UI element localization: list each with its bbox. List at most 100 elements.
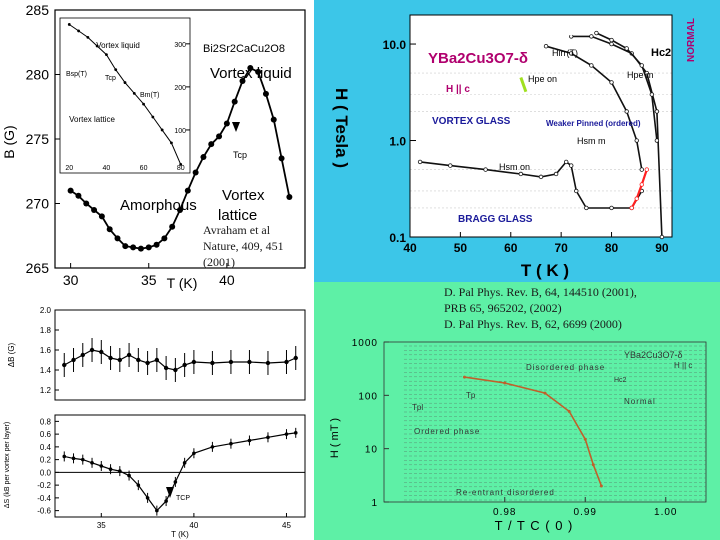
reference-line: D. Pal Phys. Rev. B, 64, 144510 (2001), xyxy=(444,285,637,299)
bscco-db-chart: 1.2 1.4 1.6 1.8 2.0 ΔB (G) xyxy=(7,306,306,401)
data-point xyxy=(629,205,634,211)
annotation-vortex-glass: VORTEX GLASS xyxy=(432,116,511,127)
data-point xyxy=(574,188,579,194)
plot-frame xyxy=(54,414,306,518)
data-point xyxy=(71,357,76,363)
annotation-lattice: lattice xyxy=(218,207,257,224)
ybco-htc-chart: 1 10 100 1000 0.98 0.99 1.00 H ( mT ) T / T C… xyxy=(329,338,707,533)
data-point xyxy=(136,357,141,363)
data-point xyxy=(99,349,104,355)
highlight-segment-green xyxy=(519,77,528,93)
data-point xyxy=(106,226,113,233)
data-point xyxy=(563,159,569,165)
bscco-bfield-chart: 265 270 275 280 285 30 35 40 B (G) T (K) 100 20… xyxy=(1,2,306,291)
annotation-hsm-on: Hsm on xyxy=(499,162,530,172)
annotation-tpl: Tpl xyxy=(412,403,423,412)
data-point xyxy=(265,360,271,366)
reference-line: PRB 65, 965202, (2002) xyxy=(444,301,562,315)
inset-data-point xyxy=(170,141,173,145)
inset-data-point xyxy=(114,68,118,72)
data-line xyxy=(464,376,603,487)
y-tick-label: -0.6 xyxy=(37,507,51,516)
data-point xyxy=(639,63,644,68)
x-tick-label: 45 xyxy=(282,521,291,530)
annotation-hpe-on: Hpe on xyxy=(528,74,557,84)
data-point xyxy=(184,187,191,194)
y-tick-label: 0.4 xyxy=(40,443,52,452)
data-point xyxy=(228,359,234,365)
data-point xyxy=(659,234,665,240)
data-point xyxy=(589,34,594,39)
inset-x-tick-label: 80 xyxy=(177,165,185,172)
data-point xyxy=(210,445,215,449)
data-point xyxy=(594,30,599,36)
data-point xyxy=(130,244,137,251)
data-point xyxy=(591,463,595,467)
data-point xyxy=(247,438,252,443)
x-tick-label: 60 xyxy=(504,241,518,255)
data-point xyxy=(137,245,144,252)
data-point xyxy=(164,499,168,503)
reference-line: Avraham et al xyxy=(203,223,271,237)
x-axis-label: T ( K ) xyxy=(521,261,569,280)
data-point xyxy=(639,182,644,187)
data-point xyxy=(98,213,105,220)
data-point xyxy=(210,360,215,366)
data-point xyxy=(634,196,639,201)
x-tick-label: 1.00 xyxy=(654,507,677,518)
annotation-ordered-phase: Ordered phase xyxy=(414,427,480,436)
y-tick-label: 1.4 xyxy=(40,366,52,375)
data-point xyxy=(609,205,614,211)
data-point xyxy=(584,205,589,211)
inset-x-tick-label: 20 xyxy=(65,165,73,172)
data-point xyxy=(583,437,587,441)
reference-line: Nature, 409, 451 xyxy=(203,239,284,253)
annotation-normal: NORMAL xyxy=(686,18,697,62)
data-point xyxy=(136,483,141,487)
inset-x-tick-label: 60 xyxy=(140,165,148,172)
data-point xyxy=(163,365,169,371)
y-tick-label: 270 xyxy=(26,196,50,212)
data-point xyxy=(153,241,160,248)
data-point xyxy=(192,451,196,456)
data-point xyxy=(177,206,183,213)
data-point xyxy=(231,98,238,105)
plot-frame xyxy=(54,309,306,401)
data-point xyxy=(99,464,104,468)
inset-annotation-liquid: Vortex liquid xyxy=(96,41,140,50)
data-point xyxy=(247,359,252,365)
inset-data-point xyxy=(77,29,80,33)
annotation-reentrant: Re-entrant disordered xyxy=(456,488,555,497)
ybco-ht-chart: 0.1 1.0 10.0 40 50 60 70 80 90 H ( Tesla ) T ( … xyxy=(332,14,697,280)
inset-annotation-bm: Bm(T) xyxy=(140,92,159,99)
annotation-bragg-glass: BRAGG GLASS xyxy=(458,214,533,225)
y-tick-label: 285 xyxy=(26,2,50,18)
annotation-tp: Tp xyxy=(466,391,476,400)
data-point xyxy=(239,77,246,84)
data-point xyxy=(200,154,207,161)
data-point xyxy=(569,51,574,56)
data-point xyxy=(417,159,423,165)
data-point xyxy=(108,467,113,471)
data-point xyxy=(145,496,150,500)
y-tick-label: 2.0 xyxy=(40,306,52,315)
inset-data-point xyxy=(95,44,99,48)
y-tick-label: 0.8 xyxy=(40,417,52,426)
data-point xyxy=(270,116,277,123)
y-tick-label: 10.0 xyxy=(383,38,407,52)
data-point xyxy=(293,355,298,361)
data-point xyxy=(649,92,655,97)
data-point xyxy=(90,461,94,465)
x-tick-label: 50 xyxy=(454,241,468,255)
inset-data-point xyxy=(160,128,164,132)
left-reference: Avraham et al Nature, 409, 451 (2001) xyxy=(203,222,284,270)
y-tick-label: 1000 xyxy=(352,338,378,349)
x-tick-label: 35 xyxy=(141,272,157,288)
data-point xyxy=(599,484,603,488)
data-point xyxy=(448,163,453,168)
data-point xyxy=(223,120,230,127)
data-point xyxy=(639,167,644,172)
data-point xyxy=(538,174,544,180)
y-tick-label: 0.0 xyxy=(40,468,52,477)
annotation-hc: H || c xyxy=(446,84,470,95)
